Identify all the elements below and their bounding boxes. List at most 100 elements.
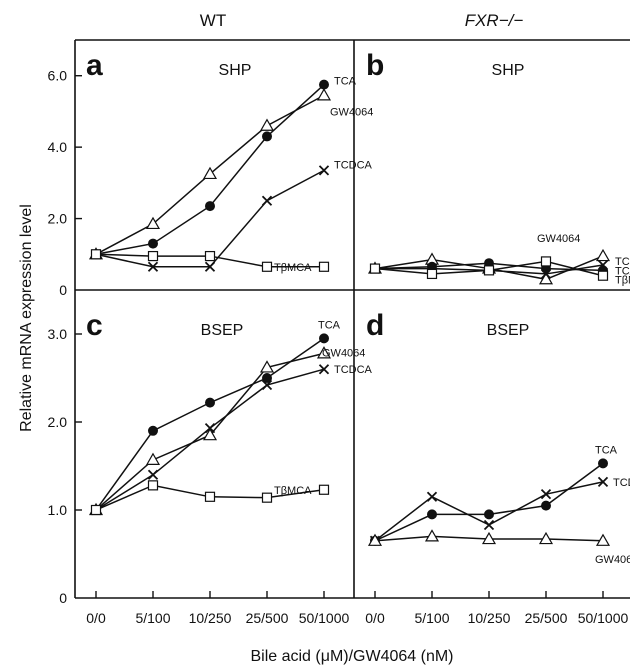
data-point-tcdca	[261, 195, 273, 206]
panel-letter-c: c	[86, 309, 103, 342]
data-point-tmca	[540, 256, 552, 267]
panel-d: d BSEP 0/0 5/100 10/250 25/500 50/1000 TCA TCDCA…	[365, 309, 630, 626]
series-label-tmca: TβMCA	[274, 485, 312, 497]
data-point-tcdca	[318, 165, 330, 176]
y-tick-label: 0	[59, 590, 67, 606]
x-tick-label: 0/0	[86, 610, 106, 626]
y-tick-label: 6.0	[48, 68, 68, 84]
data-point-tcdca	[147, 469, 159, 480]
panel-title-d: BSEP	[487, 322, 530, 339]
panel-title-b: SHP	[492, 62, 525, 79]
data-point-gw4064	[316, 346, 332, 359]
data-point-gw4064	[367, 533, 383, 546]
data-point-tcdca	[261, 379, 273, 391]
data-point-tcdca	[540, 489, 552, 500]
data-point-gw4064	[538, 531, 554, 545]
data-point-tcdca	[204, 423, 216, 434]
data-point-tca	[148, 425, 158, 436]
x-tick-label: 5/100	[135, 610, 170, 626]
x-axis-label: Bile acid (μM)/GW4064 (nM)	[250, 648, 453, 665]
data-point-tmca	[369, 263, 381, 274]
x-tick-label: 25/500	[246, 610, 289, 626]
series-label-tcdca: TCDCA	[334, 364, 373, 376]
data-point-tmca	[483, 265, 495, 276]
data-point-tmca	[261, 261, 273, 272]
data-point-gw4064	[202, 427, 218, 441]
y-tick-label: 1.0	[48, 502, 68, 518]
data-point-tcdca	[483, 519, 495, 531]
column-title-fxr-knockout: FXR−/−	[465, 11, 524, 30]
panel-title-c: BSEP	[201, 322, 244, 339]
data-point-tca	[319, 79, 329, 90]
plot-layer: a SHP 0 2.0 4.0 6.0 TCA GW4064 TCDCA TβMCA b SHP GW4…	[48, 39, 630, 626]
data-point-tca	[262, 373, 272, 383]
series-label-gw4064: GW4064	[322, 347, 365, 359]
data-point-tmca	[90, 249, 102, 260]
data-point-tmca	[318, 484, 330, 495]
data-point-tmca	[147, 480, 159, 491]
series-label-gw4064: GW4064	[330, 106, 373, 118]
data-point-tmca	[597, 270, 609, 281]
x-tick-label: 50/1000	[299, 610, 350, 626]
data-point-tmca	[147, 250, 159, 262]
series-label-tmca: TβMCA	[274, 262, 312, 274]
data-point-gw4064	[259, 360, 275, 373]
x-tick-label: 5/100	[414, 610, 449, 626]
series-label-tca: TCA	[595, 444, 618, 456]
data-point-tca	[262, 131, 272, 142]
y-tick-label: 0	[59, 282, 67, 298]
data-point-tmca	[318, 261, 330, 272]
panel-letter-d: d	[366, 309, 384, 342]
data-point-tca	[541, 500, 551, 511]
data-point-tmca	[204, 250, 216, 262]
series-label-tcdca: TCDCA	[613, 477, 630, 489]
data-point-gw4064	[595, 248, 611, 262]
panel-b: b SHP GW4064 TCDCATCATβMCA	[366, 49, 630, 287]
data-point-tca	[205, 201, 215, 212]
x-tick-label: 50/1000	[578, 610, 629, 626]
data-point-gw4064	[259, 118, 275, 131]
data-point-gw4064	[202, 166, 218, 180]
y-tick-label: 4.0	[48, 139, 68, 155]
data-point-gw4064	[145, 452, 161, 465]
data-point-tcdca	[318, 364, 330, 375]
data-point-tca	[484, 509, 494, 520]
data-point-tcdca	[426, 491, 438, 502]
data-point-tca	[427, 509, 437, 520]
data-point-tca	[598, 458, 608, 469]
data-point-gw4064	[538, 272, 554, 285]
panel-a: a SHP 0 2.0 4.0 6.0 TCA GW4064 TCDCA TβMCA	[48, 49, 374, 298]
y-tick-label: 2.0	[48, 414, 68, 430]
data-point-tca	[148, 238, 158, 249]
x-tick-label: 10/250	[189, 610, 232, 626]
panel-letter-a: a	[86, 49, 103, 82]
data-point-tmca	[90, 504, 102, 516]
data-point-gw4064	[145, 216, 161, 230]
data-point-tmca	[204, 491, 216, 502]
y-tick-label: 2.0	[48, 211, 68, 227]
series-label-tca: TCA	[318, 319, 341, 331]
y-tick-label: 3.0	[48, 326, 68, 342]
data-point-tca	[205, 397, 215, 408]
column-title-wt: WT	[200, 11, 226, 30]
data-point-gw4064	[481, 531, 497, 545]
x-tick-label: 10/250	[468, 610, 511, 626]
series-label-gw4064: GW4064	[595, 554, 630, 566]
data-point-tmca	[426, 268, 438, 280]
data-point-gw4064	[424, 529, 440, 542]
series-label-tmca: TβMCA	[615, 275, 630, 287]
panel-c: c BSEP 0 1.0 2.0 3.0 0/0 5/100 10/250 25/500 50/10…	[48, 309, 373, 626]
series-label-tca: TCA	[334, 76, 357, 88]
x-tick-label: 0/0	[365, 610, 385, 626]
data-point-tcdca	[204, 261, 216, 272]
series-label-tca: TCA	[615, 265, 630, 277]
panel-letter-b: b	[366, 49, 384, 82]
panel-title-a: SHP	[219, 62, 252, 79]
x-tick-label: 25/500	[525, 610, 568, 626]
series-label-gw4064: GW4064	[537, 233, 580, 245]
data-point-gw4064	[316, 88, 332, 101]
data-point-tca	[319, 333, 329, 344]
series-line-tca	[374, 462, 604, 542]
y-axis-label: Relative mRNA expression level	[18, 204, 35, 432]
